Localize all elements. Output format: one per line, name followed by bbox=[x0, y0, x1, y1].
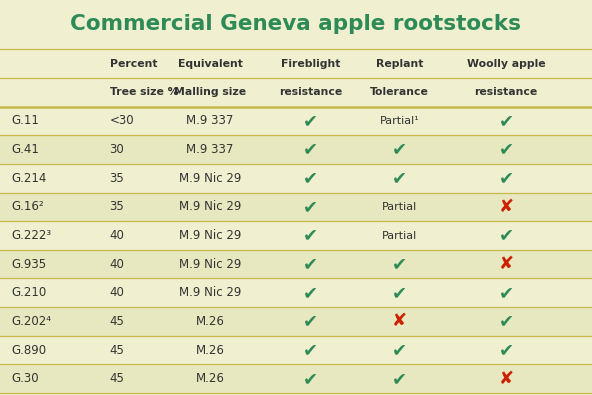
Text: 45: 45 bbox=[110, 372, 124, 385]
Text: Partial¹: Partial¹ bbox=[379, 116, 420, 126]
Text: <30: <30 bbox=[110, 115, 134, 128]
Bar bbox=[0, 250, 592, 278]
Text: M.9 337: M.9 337 bbox=[186, 143, 234, 156]
Text: ✔: ✔ bbox=[498, 341, 514, 359]
Text: ✘: ✘ bbox=[498, 255, 514, 273]
Text: G.16²: G.16² bbox=[12, 200, 44, 213]
Text: Replant: Replant bbox=[376, 59, 423, 69]
Text: ✔: ✔ bbox=[392, 370, 407, 388]
Text: G.30: G.30 bbox=[12, 372, 40, 385]
Text: 45: 45 bbox=[110, 315, 124, 328]
Text: ✘: ✘ bbox=[498, 198, 514, 216]
Text: ✔: ✔ bbox=[498, 312, 514, 331]
Text: 35: 35 bbox=[110, 200, 124, 213]
Text: G.935: G.935 bbox=[12, 258, 47, 271]
Text: M.26: M.26 bbox=[196, 315, 224, 328]
Bar bbox=[0, 278, 592, 307]
Text: M.9 337: M.9 337 bbox=[186, 115, 234, 128]
Bar bbox=[0, 164, 592, 193]
Text: ✔: ✔ bbox=[303, 198, 318, 216]
Text: Tolerance: Tolerance bbox=[370, 87, 429, 97]
Text: M.9 Nic 29: M.9 Nic 29 bbox=[179, 229, 242, 242]
Text: Fireblight: Fireblight bbox=[281, 59, 340, 69]
Text: ✔: ✔ bbox=[498, 226, 514, 245]
Text: resistance: resistance bbox=[475, 87, 538, 97]
Text: Tree size %: Tree size % bbox=[110, 87, 178, 97]
Text: Equivalent: Equivalent bbox=[178, 59, 243, 69]
Text: ✔: ✔ bbox=[392, 341, 407, 359]
Text: ✔: ✔ bbox=[303, 226, 318, 245]
Text: G.11: G.11 bbox=[12, 115, 40, 128]
Text: ✔: ✔ bbox=[303, 169, 318, 187]
Text: 45: 45 bbox=[110, 344, 124, 357]
Text: ✔: ✔ bbox=[392, 169, 407, 187]
Text: ✔: ✔ bbox=[303, 141, 318, 159]
Text: ✘: ✘ bbox=[498, 370, 514, 388]
Text: 30: 30 bbox=[110, 143, 124, 156]
Bar bbox=[0, 336, 592, 364]
Text: ✔: ✔ bbox=[303, 284, 318, 302]
Text: ✘: ✘ bbox=[392, 312, 407, 331]
Text: G.890: G.890 bbox=[12, 344, 47, 357]
Text: Partial: Partial bbox=[382, 231, 417, 241]
Text: M.9 Nic 29: M.9 Nic 29 bbox=[179, 200, 242, 213]
Text: ✔: ✔ bbox=[498, 169, 514, 187]
Text: M.9 Nic 29: M.9 Nic 29 bbox=[179, 286, 242, 299]
Bar bbox=[0, 307, 592, 336]
Text: ✔: ✔ bbox=[303, 255, 318, 273]
Text: 35: 35 bbox=[110, 172, 124, 185]
Bar bbox=[0, 364, 592, 393]
Text: G.202⁴: G.202⁴ bbox=[12, 315, 52, 328]
Text: ✔: ✔ bbox=[392, 284, 407, 302]
Text: ✔: ✔ bbox=[498, 284, 514, 302]
Text: Woolly apple: Woolly apple bbox=[467, 59, 545, 69]
Text: Malling size: Malling size bbox=[174, 87, 246, 97]
Text: G.41: G.41 bbox=[12, 143, 40, 156]
Bar bbox=[0, 135, 592, 164]
Text: Percent: Percent bbox=[110, 59, 157, 69]
Text: M.9 Nic 29: M.9 Nic 29 bbox=[179, 258, 242, 271]
Text: resistance: resistance bbox=[279, 87, 342, 97]
Text: 40: 40 bbox=[110, 229, 124, 242]
Text: ✔: ✔ bbox=[498, 112, 514, 130]
Text: 40: 40 bbox=[110, 258, 124, 271]
Text: ✔: ✔ bbox=[303, 341, 318, 359]
Text: ✔: ✔ bbox=[392, 255, 407, 273]
Text: ✔: ✔ bbox=[303, 112, 318, 130]
Text: G.210: G.210 bbox=[12, 286, 47, 299]
Bar bbox=[0, 221, 592, 250]
Text: Commercial Geneva apple rootstocks: Commercial Geneva apple rootstocks bbox=[70, 14, 522, 34]
Text: M.26: M.26 bbox=[196, 344, 224, 357]
Text: M.9 Nic 29: M.9 Nic 29 bbox=[179, 172, 242, 185]
Text: ✔: ✔ bbox=[303, 312, 318, 331]
Bar bbox=[0, 107, 592, 135]
Text: M.26: M.26 bbox=[196, 372, 224, 385]
Text: G.214: G.214 bbox=[12, 172, 47, 185]
Bar bbox=[0, 193, 592, 221]
Text: ✔: ✔ bbox=[498, 141, 514, 159]
Text: G.222³: G.222³ bbox=[12, 229, 52, 242]
Text: Partial: Partial bbox=[382, 202, 417, 212]
Text: 40: 40 bbox=[110, 286, 124, 299]
Text: ✔: ✔ bbox=[303, 370, 318, 388]
Text: ✔: ✔ bbox=[392, 141, 407, 159]
